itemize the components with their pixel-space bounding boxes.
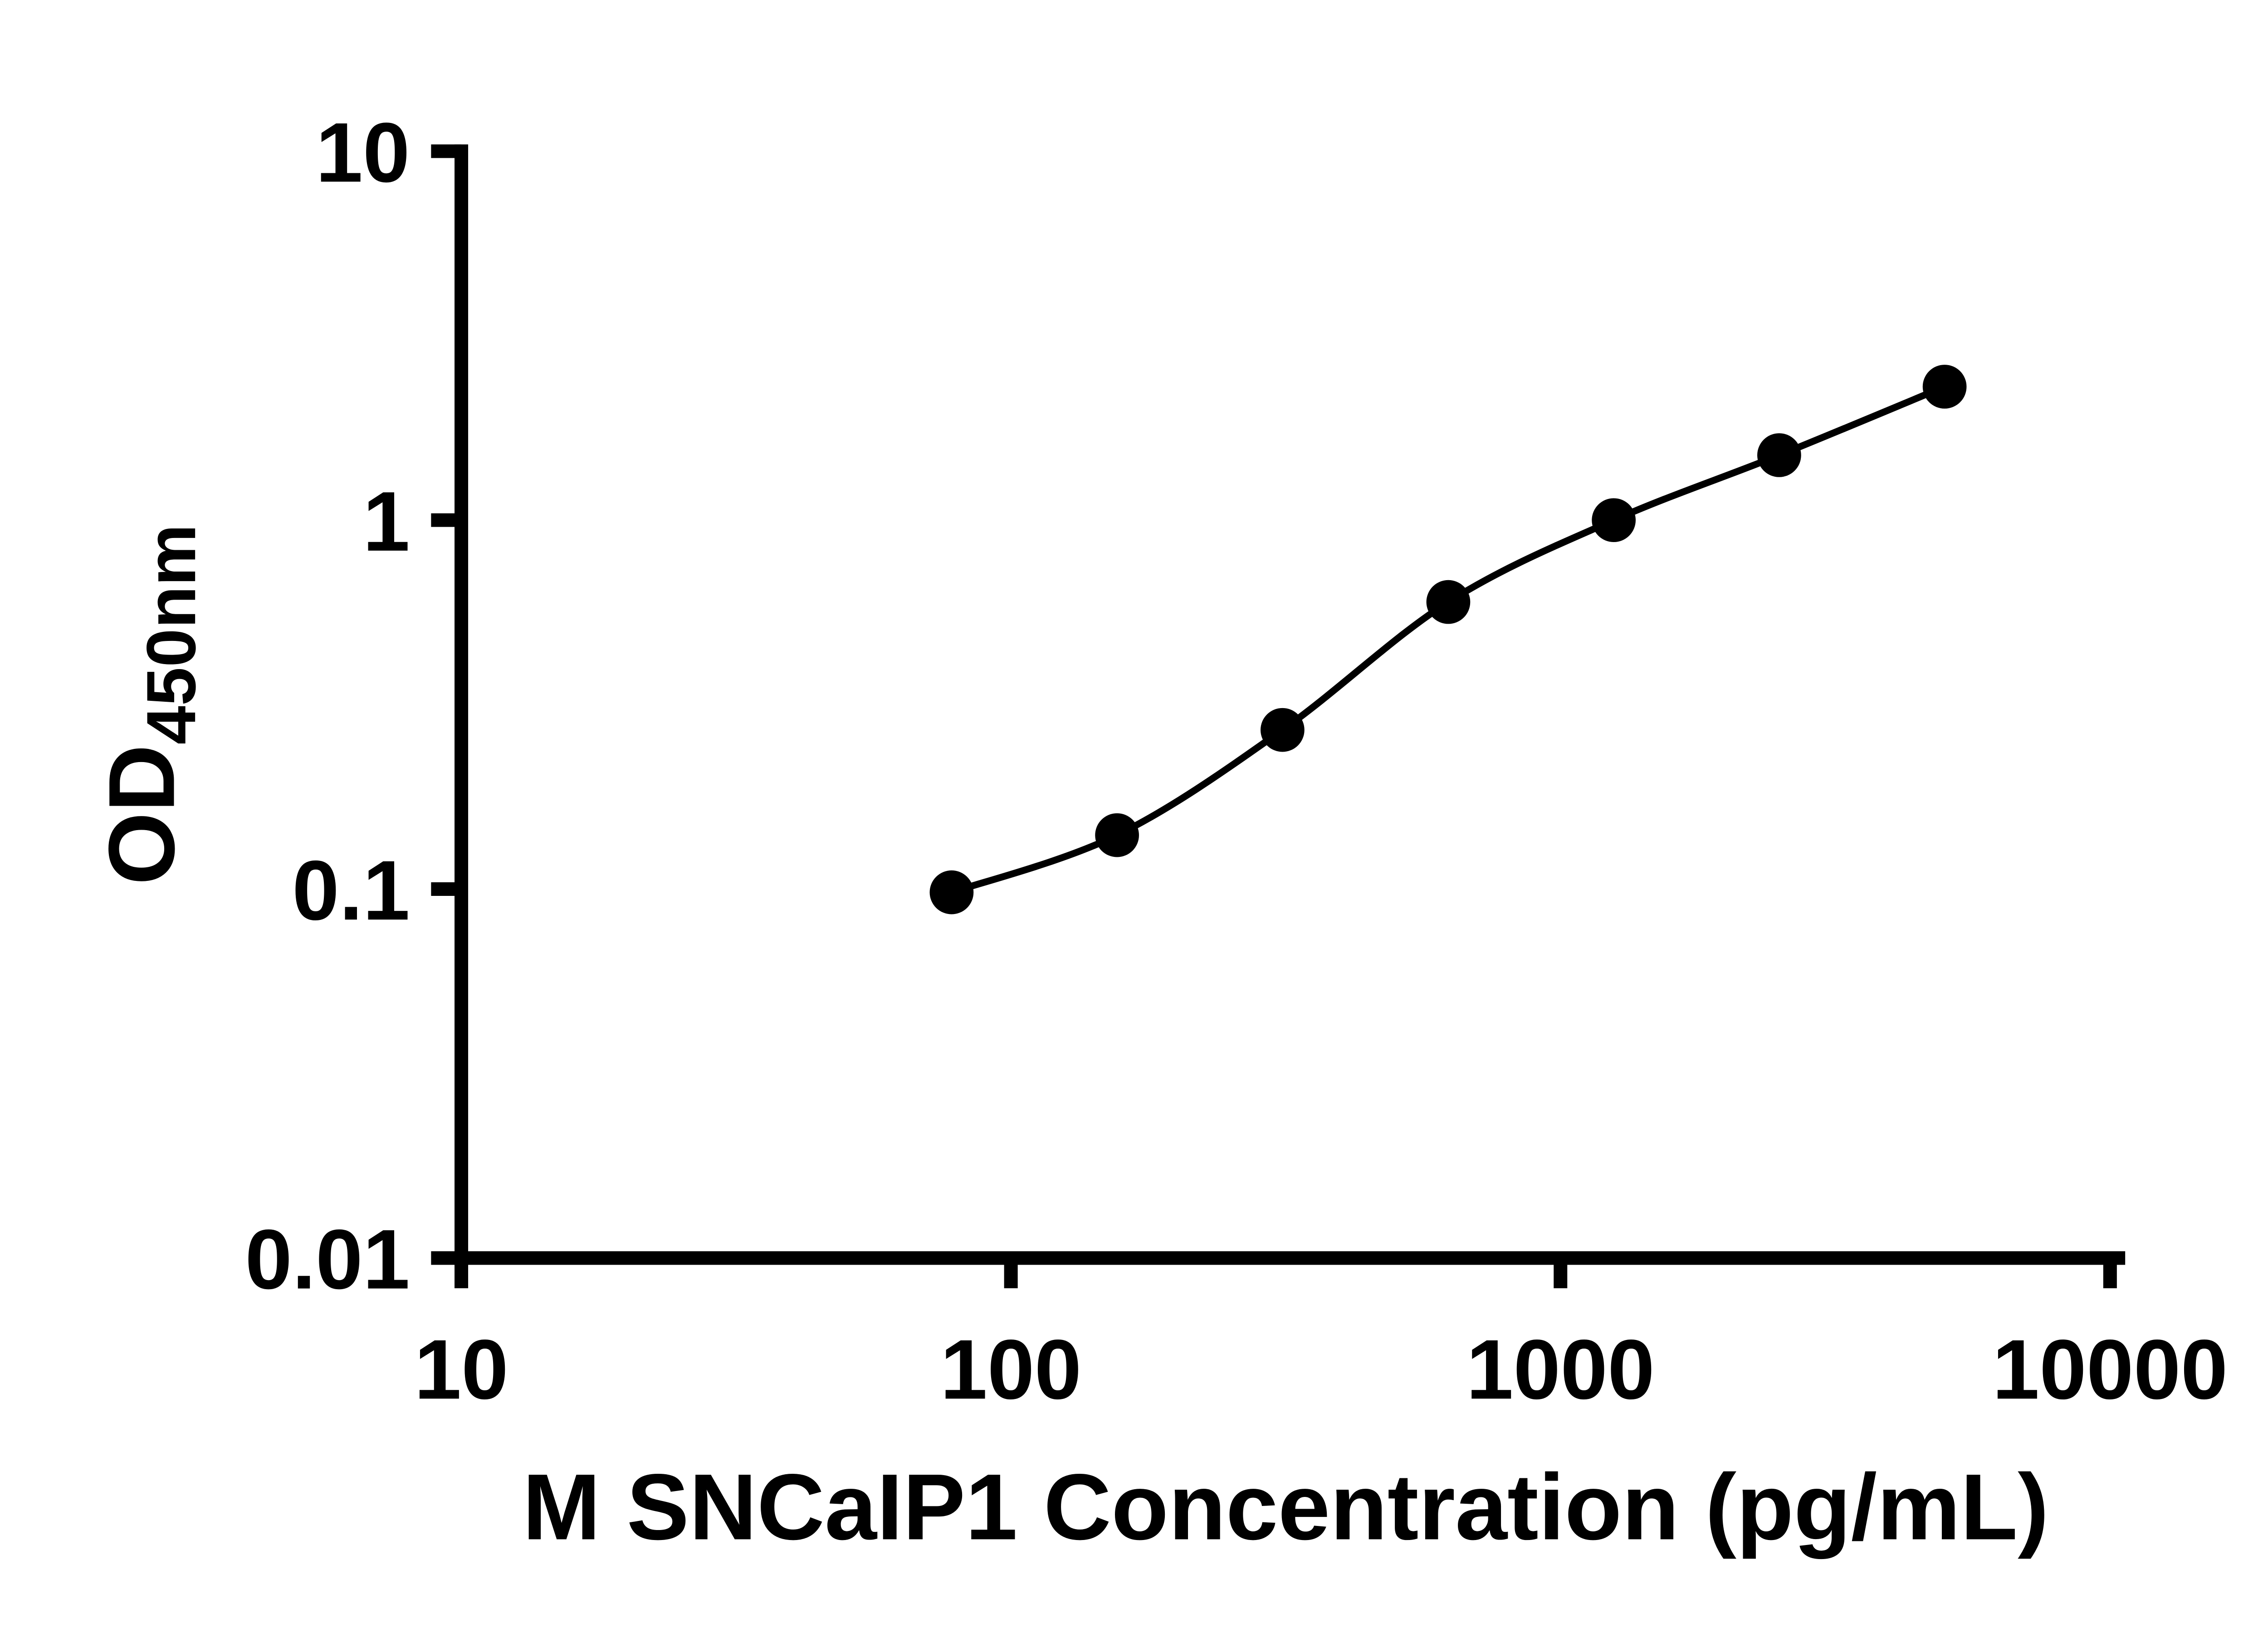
y-axis-title-main: OD: [89, 744, 194, 885]
y-tick-label: 0.1: [292, 843, 410, 938]
axes: 10 100 1000 10000 0.01 0.1 1 10: [245, 105, 2228, 1417]
x-axis-title: M SNCaIP1 Concentration (pg/mL): [523, 1454, 2049, 1559]
data-point: [1426, 580, 1471, 624]
y-tick-label: 0.01: [245, 1212, 410, 1307]
data-point: [929, 870, 974, 914]
x-tick-label: 100: [940, 1322, 1082, 1417]
plot-area: [929, 365, 1967, 914]
data-point: [1757, 433, 1801, 477]
y-tick-label: 1: [363, 474, 410, 569]
x-tick-label: 10000: [1992, 1322, 2228, 1417]
data-point: [1095, 813, 1139, 857]
x-tick-label: 1000: [1466, 1322, 1655, 1417]
data-point: [1592, 498, 1636, 542]
data-point: [1261, 708, 1305, 752]
y-tick-label: 10: [316, 105, 410, 200]
data-points: [929, 365, 1967, 914]
y-axis-title-subscript: 450nm: [132, 524, 210, 744]
data-point: [1922, 365, 1967, 409]
y-axis-title: OD450nm: [89, 524, 210, 885]
x-tick-label: 10: [414, 1322, 508, 1417]
